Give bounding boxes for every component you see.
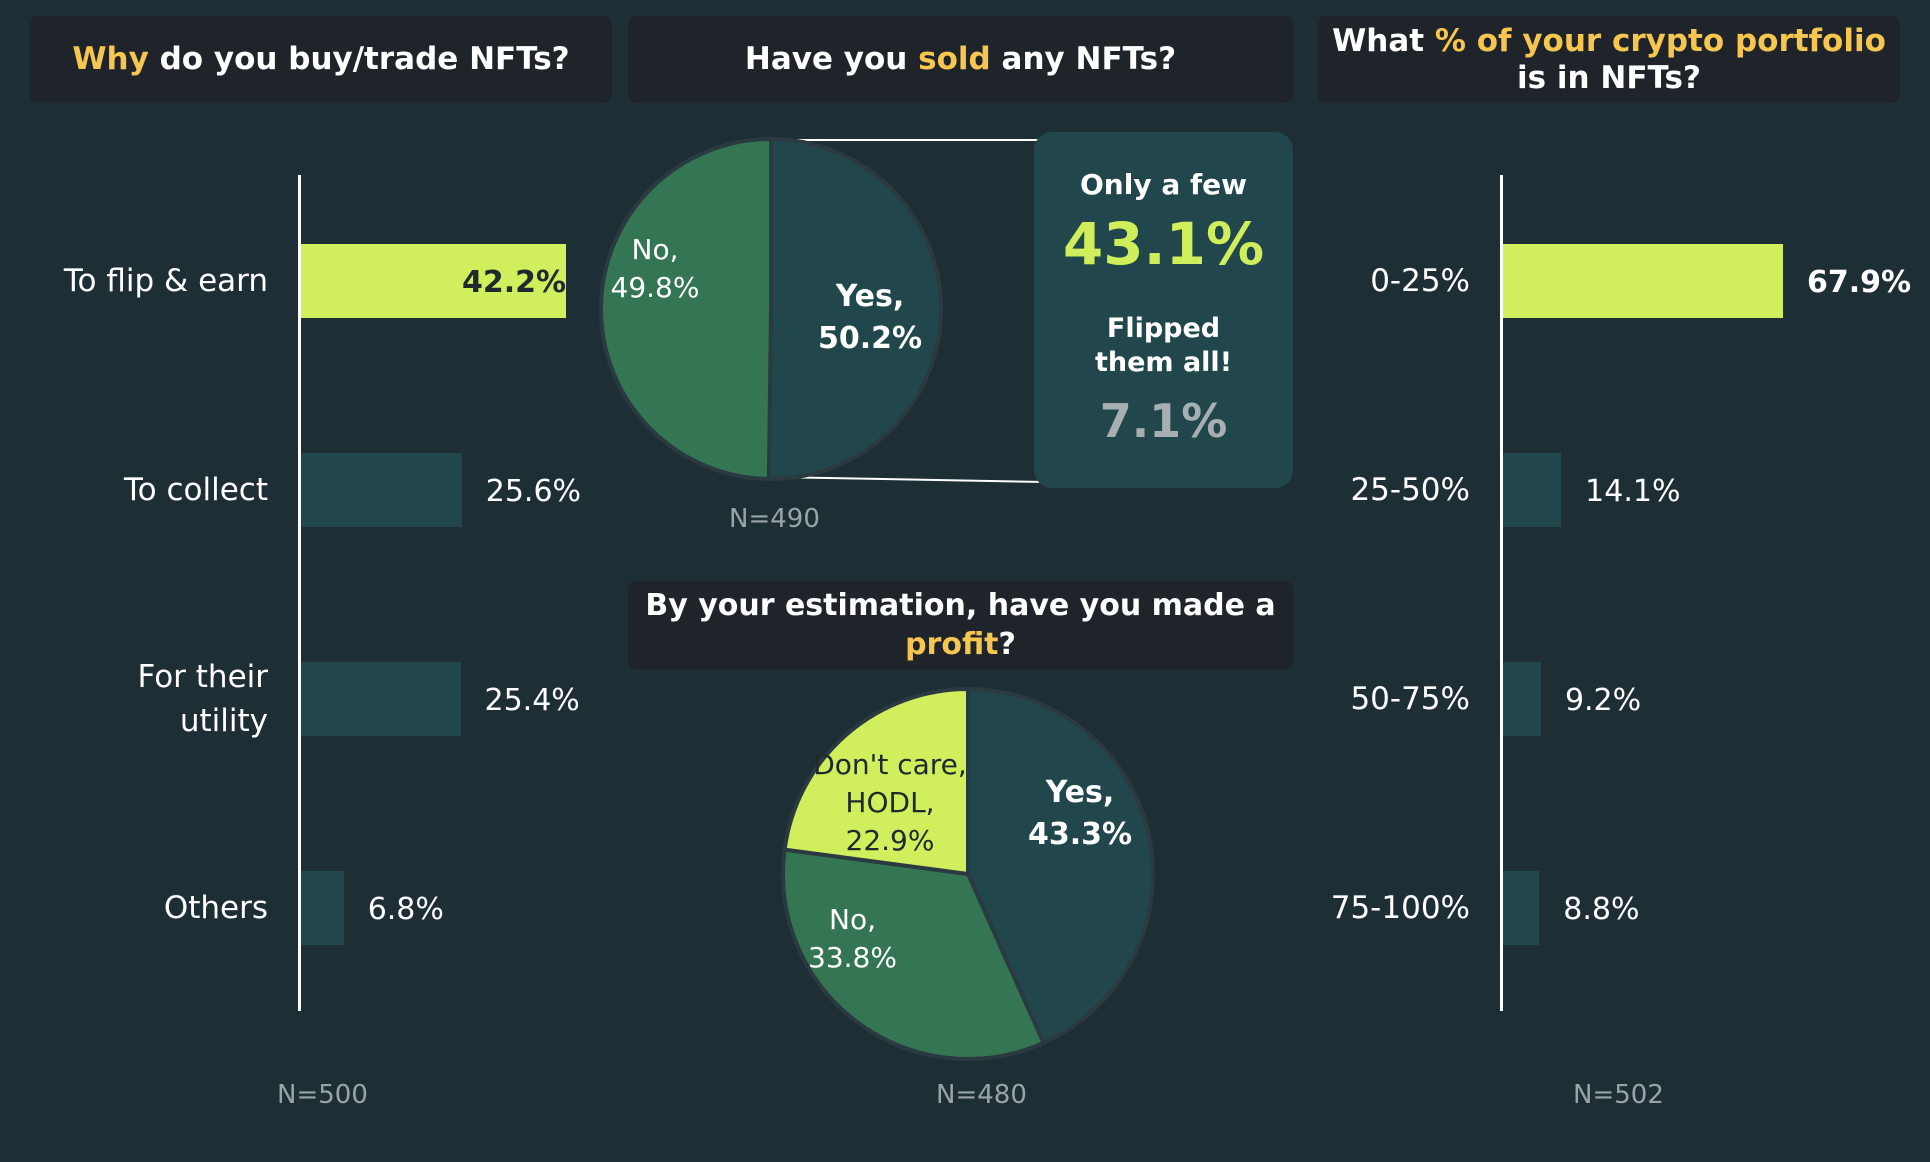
pie-slice-label: Don't care, HODL, 22.9%: [813, 748, 967, 857]
chart2-title: Have you sold any NFTs?: [628, 16, 1293, 103]
pie-slice-label: No, 49.8%: [610, 233, 700, 304]
chart3-title: By your estimation, have you made a prof…: [628, 581, 1293, 669]
callout-connector: [770, 476, 1046, 483]
title-part: Have you: [744, 41, 919, 77]
pie-slice-label: Yes, 43.3%: [1027, 775, 1133, 852]
bar: [301, 453, 462, 527]
chart4-title: What % of your crypto portfolio is in NFT…: [1318, 16, 1900, 103]
chart1-axis: [298, 175, 301, 1011]
title-part: By your estimation, have you made a: [645, 588, 1276, 623]
pie-slice: [599, 136, 773, 482]
chart1-n-label: N=500: [277, 1080, 368, 1110]
sold-callout: Only a few 43.1% Flipped them all! 7.1%: [1034, 132, 1293, 488]
bar-category-label: 50-75%: [1350, 681, 1470, 717]
bar-category-label: 75-100%: [1330, 890, 1470, 926]
bar: [1503, 662, 1541, 736]
bar-value-label: 9.2%: [1564, 683, 1642, 718]
pie-slice-label: No, 33.8%: [808, 903, 897, 974]
title-part: profit: [905, 627, 999, 662]
bar: [1503, 453, 1562, 527]
bar-category-label: Others: [163, 890, 268, 926]
bar-value-label: 67.9%: [1807, 265, 1912, 300]
bar-category-label: 0-25%: [1370, 263, 1470, 299]
title-part: % of your crypto portfolio: [1434, 22, 1886, 59]
callout-value-few: 43.1%: [1062, 210, 1265, 278]
bar-category-label: To flip & earn: [63, 263, 268, 299]
title-part: any NFTs?: [990, 41, 1177, 77]
chart4-axis: [1500, 175, 1503, 1011]
title-part: What: [1332, 22, 1435, 59]
title-part: sold: [918, 41, 991, 77]
chart2-n-label: N=490: [729, 504, 820, 534]
title-part: is in NFTs?: [1517, 59, 1701, 96]
bar: [1503, 871, 1540, 945]
callout-title-all: Flipped them all!: [1094, 313, 1233, 378]
bar-category-label: 25-50%: [1350, 472, 1470, 508]
chart3-n-label: N=480: [936, 1080, 1027, 1110]
pie-slice: [966, 686, 1156, 1046]
bar-value-label: 8.8%: [1563, 892, 1640, 927]
bar-value-label: 25.4%: [484, 683, 580, 718]
pie-slice: [781, 847, 1047, 1062]
bar-value-label: 25.6%: [485, 474, 582, 509]
bar-category-label: For their utility: [137, 659, 268, 739]
pie-slice-label: Yes, 50.2%: [817, 279, 923, 356]
title-part: ?: [998, 627, 1016, 662]
title-part: do you buy/trade NFTs?: [148, 41, 570, 77]
pie-slice: [766, 136, 943, 481]
bar-category-label: To collect: [124, 472, 268, 508]
chart4-n-label: N=502: [1573, 1080, 1664, 1110]
bar: [301, 662, 461, 736]
bar: [301, 871, 344, 945]
bar-value-label: 42.2%: [462, 265, 567, 300]
callout-title-few: Only a few: [1079, 168, 1247, 201]
title-part: Why: [72, 41, 149, 77]
chart1-title: Why do you buy/trade NFTs?: [30, 16, 612, 103]
bar-value-label: 14.1%: [1585, 474, 1681, 509]
bar: [301, 244, 566, 318]
pie-slice: [782, 686, 970, 877]
bar: [1503, 244, 1783, 318]
bar-value-label: 6.8%: [367, 892, 444, 927]
callout-value-all: 7.1%: [1099, 394, 1228, 448]
